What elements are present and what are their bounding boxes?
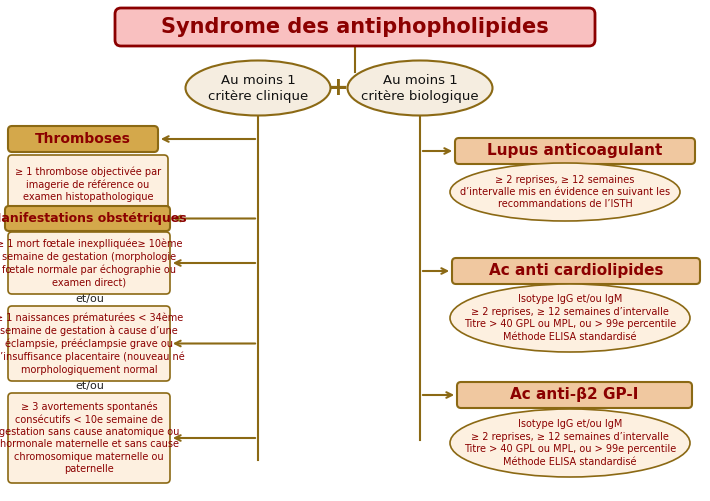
Text: et/ou: et/ou — [75, 381, 104, 391]
FancyBboxPatch shape — [8, 155, 168, 213]
Text: ≥ 1 naissances prématurées < 34ème
semaine de gestation à cause d’une
éclampsie,: ≥ 1 naissances prématurées < 34ème semai… — [0, 313, 185, 375]
Ellipse shape — [450, 409, 690, 477]
FancyBboxPatch shape — [8, 126, 158, 152]
Text: et/ou: et/ou — [75, 294, 104, 304]
Text: ≥ 3 avortements spontanés
consécutifs < 10e semaine de
gestation sans cause anat: ≥ 3 avortements spontanés consécutifs < … — [0, 402, 179, 474]
Text: ≥ 1 mort fœtale inexplliquée≥ 10ème
semaine de gestation (morphologie
fœtale nor: ≥ 1 mort fœtale inexplliquée≥ 10ème sema… — [0, 239, 182, 287]
Text: Ac anti-β2 GP-I: Ac anti-β2 GP-I — [510, 387, 639, 402]
Text: Au moins 1
critère biologique: Au moins 1 critère biologique — [361, 74, 479, 103]
FancyBboxPatch shape — [115, 8, 595, 46]
Text: Syndrome des antiphopholipides: Syndrome des antiphopholipides — [161, 17, 549, 37]
FancyBboxPatch shape — [457, 382, 692, 408]
Ellipse shape — [450, 163, 680, 221]
Text: Thromboses: Thromboses — [35, 132, 131, 146]
Ellipse shape — [450, 284, 690, 352]
Ellipse shape — [185, 61, 330, 116]
Text: Au moins 1
critère clinique: Au moins 1 critère clinique — [208, 74, 308, 103]
FancyBboxPatch shape — [455, 138, 695, 164]
Ellipse shape — [347, 61, 493, 116]
Text: Isotype IgG et/ou IgM
≥ 2 reprises, ≥ 12 semaines d’intervalle
Titre > 40 GPL ou: Isotype IgG et/ou IgM ≥ 2 reprises, ≥ 12… — [464, 295, 676, 342]
Text: Ac anti cardiolipides: Ac anti cardiolipides — [488, 264, 663, 279]
Text: Lupus anticoagulant: Lupus anticoagulant — [487, 143, 662, 158]
FancyBboxPatch shape — [8, 393, 170, 483]
Text: +: + — [327, 76, 349, 100]
Text: ≥ 1 thrombose objectivée par
imagerie de référence ou
examen histopathologique: ≥ 1 thrombose objectivée par imagerie de… — [15, 166, 161, 202]
Text: Manifestations obstétriques: Manifestations obstétriques — [0, 212, 186, 225]
FancyBboxPatch shape — [452, 258, 700, 284]
Text: ≥ 2 reprises, ≥ 12 semaines
d’intervalle mis en évidence en suivant les
recomman: ≥ 2 reprises, ≥ 12 semaines d’intervalle… — [460, 175, 670, 209]
FancyBboxPatch shape — [8, 306, 170, 381]
Text: Isotype IgG et/ou IgM
≥ 2 reprises, ≥ 12 semaines d’intervalle
Titre > 40 GPL ou: Isotype IgG et/ou IgM ≥ 2 reprises, ≥ 12… — [464, 419, 676, 466]
FancyBboxPatch shape — [8, 232, 170, 294]
FancyBboxPatch shape — [5, 206, 170, 231]
